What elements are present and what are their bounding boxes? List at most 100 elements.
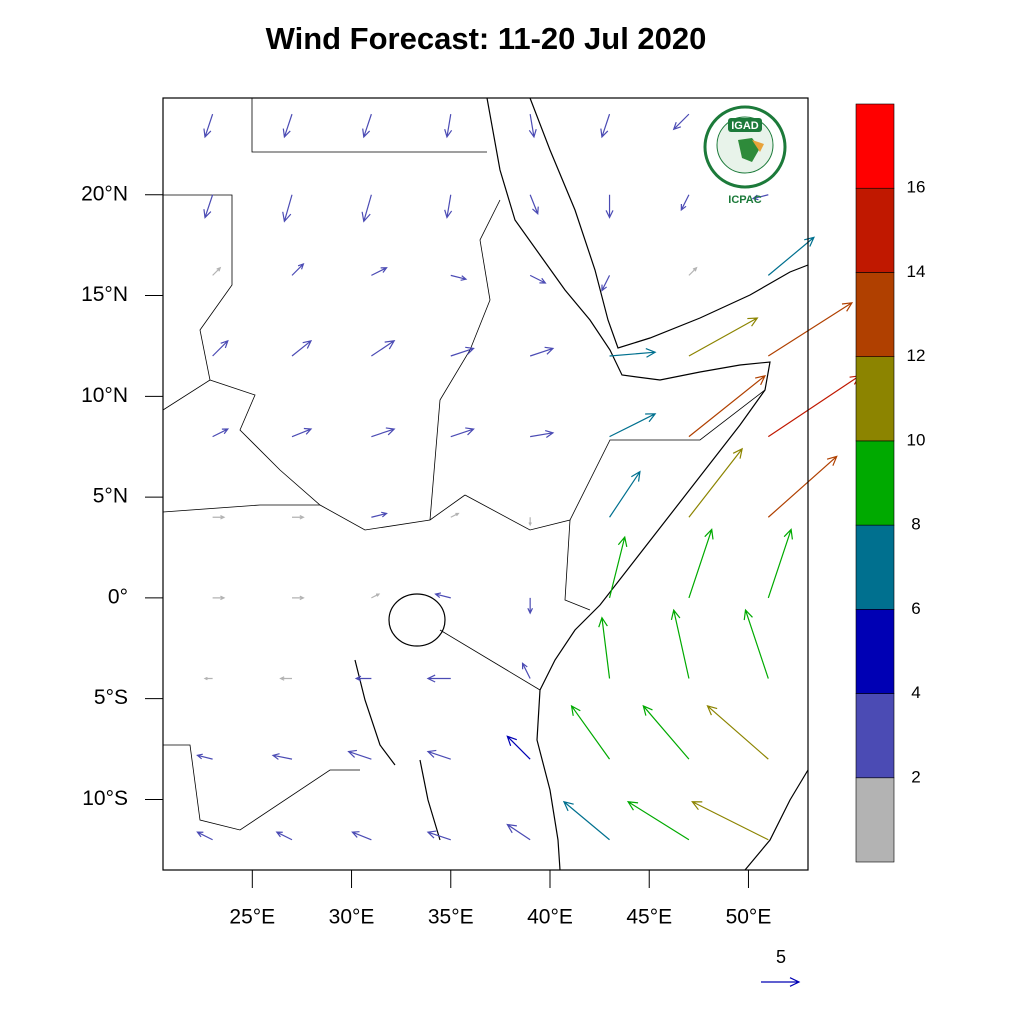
y-tick-label: 10°S xyxy=(82,787,128,810)
lake-malawi xyxy=(419,759,441,841)
x-tick-label: 50°E xyxy=(726,906,772,929)
colorbar-tick-label: 14 xyxy=(907,262,926,281)
wind-arrow xyxy=(529,346,555,357)
colorbar-tick-label: 6 xyxy=(911,599,920,618)
colorbar-bin xyxy=(855,524,895,610)
colorbar-bin xyxy=(855,777,895,863)
border xyxy=(162,504,320,513)
chart-title: Wind Forecast: 11-20 Jul 2020 xyxy=(266,21,707,56)
wind-arrow xyxy=(292,595,305,601)
wind-arrow xyxy=(279,676,292,681)
logo-top: IGAD xyxy=(731,120,759,132)
wind-arrow xyxy=(361,194,372,223)
wind-arrow xyxy=(196,831,213,841)
wind-arrow xyxy=(600,113,611,139)
wind-arrow xyxy=(609,348,657,358)
border xyxy=(564,519,591,611)
border xyxy=(251,98,487,153)
wind-arrow xyxy=(601,275,611,292)
wind-arrow xyxy=(598,616,611,679)
wind-arrow xyxy=(530,429,555,438)
wind-arrow xyxy=(371,267,388,276)
colorbar-bin xyxy=(855,609,895,694)
colorbar-tick-label: 2 xyxy=(911,767,920,786)
border xyxy=(429,199,501,521)
wind-arrow xyxy=(450,346,475,357)
map-background xyxy=(163,98,808,870)
wind-arrow xyxy=(688,374,767,438)
x-tick-label: 35°E xyxy=(428,906,474,929)
colorbar-bin xyxy=(855,272,895,357)
wind-arrow xyxy=(426,749,451,760)
wind-arrow xyxy=(767,302,854,357)
colorbar-bin xyxy=(855,693,895,779)
wind-arrow xyxy=(767,528,793,599)
map-frame xyxy=(162,97,809,871)
logo-map xyxy=(738,138,760,162)
wind-arrow xyxy=(371,593,381,599)
x-tick-label: 40°E xyxy=(527,906,573,929)
wind-arrow xyxy=(354,675,372,682)
y-tick-label: 15°N xyxy=(81,283,128,306)
wind-arrow xyxy=(212,428,230,438)
reference-label: 5 xyxy=(776,947,786,967)
wind-arrow xyxy=(608,535,628,599)
x-tick-label: 30°E xyxy=(329,906,375,929)
wind-arrow xyxy=(691,801,769,841)
colorbar: 2 4 6 8 10 12 14 16 xyxy=(855,103,926,863)
wind-arrow xyxy=(751,194,769,201)
arabia-coast xyxy=(529,97,809,349)
wind-arrow xyxy=(767,455,838,518)
wind-arrow xyxy=(680,194,690,212)
wind-arrow xyxy=(212,595,226,601)
x-tick-label: 45°E xyxy=(626,906,672,929)
wind-arrow xyxy=(275,831,293,841)
reference-arrow xyxy=(761,977,801,987)
borders xyxy=(162,98,766,831)
wind-arrow xyxy=(203,676,213,681)
wind-arrow xyxy=(444,114,453,139)
wind-arrow xyxy=(609,470,641,518)
wind-arrow xyxy=(570,704,611,760)
wind-arrow xyxy=(521,662,531,679)
wind-arrow xyxy=(291,427,313,438)
wind-arrow xyxy=(212,266,222,276)
wind-arrow xyxy=(212,339,229,357)
wind-arrow xyxy=(528,517,532,527)
wind-arrow xyxy=(444,194,453,219)
y-tick-label: 20°N xyxy=(81,182,128,205)
wind-arrow xyxy=(450,274,468,281)
border xyxy=(464,389,766,531)
wind-arrow xyxy=(426,830,451,841)
wind-arrow xyxy=(605,194,614,219)
colorbar-bin xyxy=(855,440,895,526)
wind-arrow xyxy=(351,831,372,841)
wind-arrow xyxy=(212,514,226,520)
wind-arrow xyxy=(362,113,372,139)
wind-arrow xyxy=(506,823,531,841)
y-tick-label: 5°N xyxy=(93,485,128,508)
wind-arrow xyxy=(292,514,305,520)
border xyxy=(439,629,541,691)
y-tick-label: 10°N xyxy=(81,384,128,407)
wind-arrow xyxy=(642,704,690,760)
wind-arrow xyxy=(672,113,690,131)
wind-arrow xyxy=(450,427,475,438)
logo-banner xyxy=(728,118,762,132)
wind-arrow xyxy=(291,339,313,357)
wind-arrow xyxy=(562,800,610,841)
colorbar-tick-label: 10 xyxy=(907,430,926,449)
logo-bottom: ICPAC xyxy=(728,194,761,206)
logo: IGAD ICPAC xyxy=(703,105,787,206)
wind-arrow xyxy=(706,705,769,760)
colorbar-bin xyxy=(855,356,895,442)
wind-arrow xyxy=(529,274,547,284)
border xyxy=(162,194,233,411)
wind-arrow xyxy=(203,113,214,139)
lake-victoria xyxy=(388,593,446,647)
wind-arrow xyxy=(670,608,690,679)
wind-arrow xyxy=(688,317,759,357)
border xyxy=(209,379,466,531)
